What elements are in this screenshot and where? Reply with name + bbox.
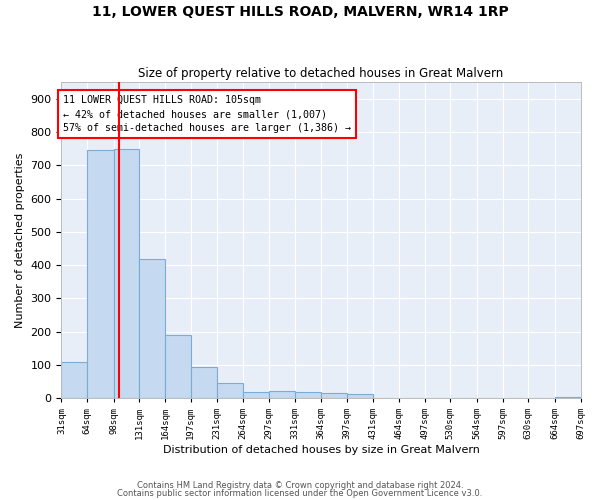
- Bar: [139, 259, 165, 398]
- Bar: [295, 392, 321, 398]
- Text: Contains public sector information licensed under the Open Government Licence v3: Contains public sector information licen…: [118, 488, 482, 498]
- Text: 11, LOWER QUEST HILLS ROAD, MALVERN, WR14 1RP: 11, LOWER QUEST HILLS ROAD, MALVERN, WR1…: [92, 5, 508, 19]
- Bar: [243, 392, 269, 398]
- Bar: [321, 393, 347, 398]
- Bar: [347, 394, 373, 398]
- Title: Size of property relative to detached houses in Great Malvern: Size of property relative to detached ho…: [139, 66, 503, 80]
- Text: 11 LOWER QUEST HILLS ROAD: 105sqm
← 42% of detached houses are smaller (1,007)
5: 11 LOWER QUEST HILLS ROAD: 105sqm ← 42% …: [63, 96, 351, 134]
- Bar: [191, 366, 217, 398]
- Y-axis label: Number of detached properties: Number of detached properties: [15, 152, 25, 328]
- Bar: [555, 396, 580, 398]
- Text: Contains HM Land Registry data © Crown copyright and database right 2024.: Contains HM Land Registry data © Crown c…: [137, 481, 463, 490]
- X-axis label: Distribution of detached houses by size in Great Malvern: Distribution of detached houses by size …: [163, 445, 479, 455]
- Bar: [269, 391, 295, 398]
- Bar: [217, 383, 243, 398]
- Bar: [113, 148, 139, 398]
- Bar: [87, 150, 113, 398]
- Bar: [61, 362, 87, 398]
- Bar: [165, 335, 191, 398]
